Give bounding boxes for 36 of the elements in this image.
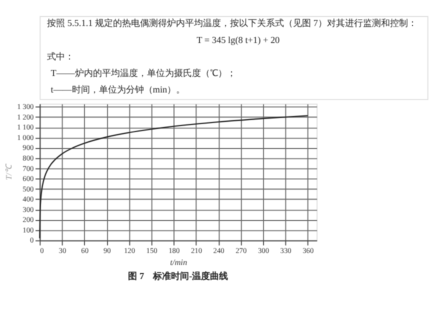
x-tick-label: 240 — [213, 246, 225, 255]
x-tick-label: 270 — [236, 246, 247, 255]
x-tick-label: 360 — [302, 246, 314, 255]
x-axis-title: t/min — [170, 258, 188, 267]
y-tick-label: 900 — [22, 143, 34, 152]
y-tick-label: 1 100 — [17, 122, 34, 132]
x-tick-label: 60 — [81, 246, 89, 255]
x-tick-label: 180 — [168, 246, 180, 255]
x-tick-label: 90 — [103, 246, 112, 255]
text: T——炉内的平均温度，单位为摄氏度（℃）； — [50, 68, 236, 78]
y-tick-label: 100 — [22, 225, 34, 234]
text: t——时间，单位为分钟（min）。 — [50, 84, 186, 95]
y-tick-label: 0 — [30, 236, 34, 245]
x-tick-label: 300 — [258, 246, 270, 255]
y-tick-label: 600 — [22, 174, 34, 184]
y-tick-label: 1 000 — [17, 132, 34, 142]
x-tick-label: 330 — [280, 246, 292, 255]
y-tick-label: 1 200 — [17, 112, 34, 122]
x-tick-label: 120 — [124, 246, 136, 255]
y-tick-label: 300 — [22, 204, 34, 214]
line-series — [39, 115, 308, 239]
x-tick-label: 30 — [58, 246, 66, 255]
text: T = 345 lg(8 t+1) + 20 — [196, 34, 280, 45]
y-tick-label: 200 — [22, 215, 34, 224]
y-tick-label: 800 — [22, 153, 34, 162]
x-tick-label: 0 — [40, 246, 44, 255]
y-tick-label: 400 — [22, 194, 34, 204]
y-tick-label: 700 — [22, 164, 34, 173]
text: 图 7 标准时间-温度曲线 — [128, 271, 228, 282]
x-tick-label: 210 — [190, 246, 202, 255]
y-tick-label: 500 — [22, 184, 34, 194]
x-tick-label: 150 — [146, 246, 158, 255]
y-axis-title: T/℃ — [4, 163, 14, 180]
text: 式中： — [47, 51, 74, 62]
y-tick-label: 1 300 — [17, 102, 34, 112]
text: 按照 5.5.1.1 规定的热电偶测得炉内平均温度，按以下关系式（见图 7）对其进行监测和控制： — [47, 18, 417, 28]
